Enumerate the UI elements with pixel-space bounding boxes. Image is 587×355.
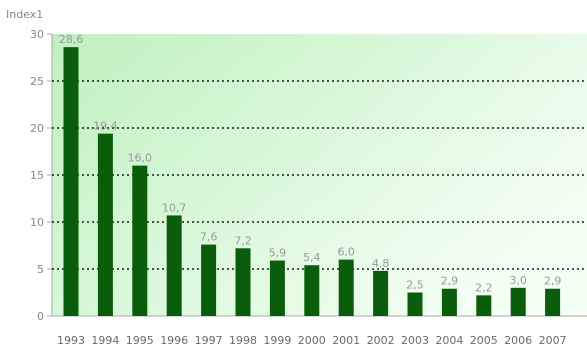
bar-1999 [269, 260, 285, 316]
x-tick-label-2006: 2006 [504, 334, 532, 347]
value-label-2003: 2,5 [406, 279, 424, 292]
x-tick-label-1993: 1993 [57, 334, 85, 347]
value-label-2005: 2,2 [475, 281, 493, 294]
y-tick-label: 5 [37, 263, 44, 276]
bar-1993 [63, 47, 79, 316]
gridlines [47, 33, 587, 317]
bar-1995 [132, 165, 148, 316]
value-label-1999: 5,9 [269, 247, 287, 260]
y-tick-label: 25 [30, 75, 44, 88]
bar-2004 [441, 288, 457, 316]
x-tick-label-1996: 1996 [160, 334, 188, 347]
x-tick-label-1994: 1994 [91, 334, 119, 347]
x-tick-label-2002: 2002 [367, 334, 395, 347]
value-label-2002: 4,8 [372, 257, 390, 270]
value-label-2000: 5,4 [303, 251, 321, 264]
bar-2003 [407, 292, 423, 316]
value-label-2001: 6,0 [337, 246, 355, 259]
bar-2007 [545, 288, 561, 316]
value-labels: 28,6 19,4 16,0 10,7 7,6 7,2 5,9 5,4 6,0 4,8 2,5 2,9… [59, 33, 562, 294]
x-tick-label-1997: 1997 [195, 334, 223, 347]
value-label-1997: 7,6 [200, 231, 218, 244]
x-tick-labels: 1993 1994 1995 1996 1997 1998 1999 2000 2001 2002… [57, 334, 567, 347]
value-label-2004: 2,9 [441, 275, 459, 288]
bar-2002 [373, 270, 389, 316]
x-tick-label-2000: 2000 [298, 334, 326, 347]
x-tick-label-1999: 1999 [263, 334, 291, 347]
value-label-1996: 10,7 [162, 201, 187, 214]
value-label-2007: 2,9 [544, 275, 562, 288]
x-tick-label-2004: 2004 [435, 334, 463, 347]
bar-1998 [235, 248, 251, 316]
bars [63, 47, 561, 316]
value-label-1993: 28,6 [59, 33, 84, 46]
x-tick-label-2005: 2005 [470, 334, 498, 347]
value-label-1998: 7,2 [234, 234, 252, 247]
x-tick-label-1995: 1995 [126, 334, 154, 347]
x-tick-label-2003: 2003 [401, 334, 429, 347]
value-label-2006: 3,0 [509, 274, 527, 287]
y-tick-label: 30 [30, 28, 44, 41]
bar-1994 [97, 133, 113, 316]
y-tick-label: 20 [30, 122, 44, 135]
y-tick-label: 10 [30, 216, 44, 229]
y-axis-label: Index1 [6, 8, 43, 21]
value-label-1995: 16,0 [128, 152, 153, 165]
x-tick-label-1998: 1998 [229, 334, 257, 347]
value-label-1994: 19,4 [93, 120, 118, 133]
bar-1996 [166, 215, 182, 316]
bar-2000 [304, 265, 320, 316]
bar-2001 [338, 259, 354, 316]
y-tick-label: 15 [30, 169, 44, 182]
bar-1997 [201, 244, 217, 316]
x-tick-label-2007: 2007 [539, 334, 567, 347]
y-tick-labels: 0 5 10 15 20 25 30 [30, 28, 44, 323]
bar-2005 [476, 295, 492, 316]
y-tick-label: 0 [37, 310, 44, 323]
bar-2006 [510, 287, 526, 316]
x-tick-label-2001: 2001 [332, 334, 360, 347]
